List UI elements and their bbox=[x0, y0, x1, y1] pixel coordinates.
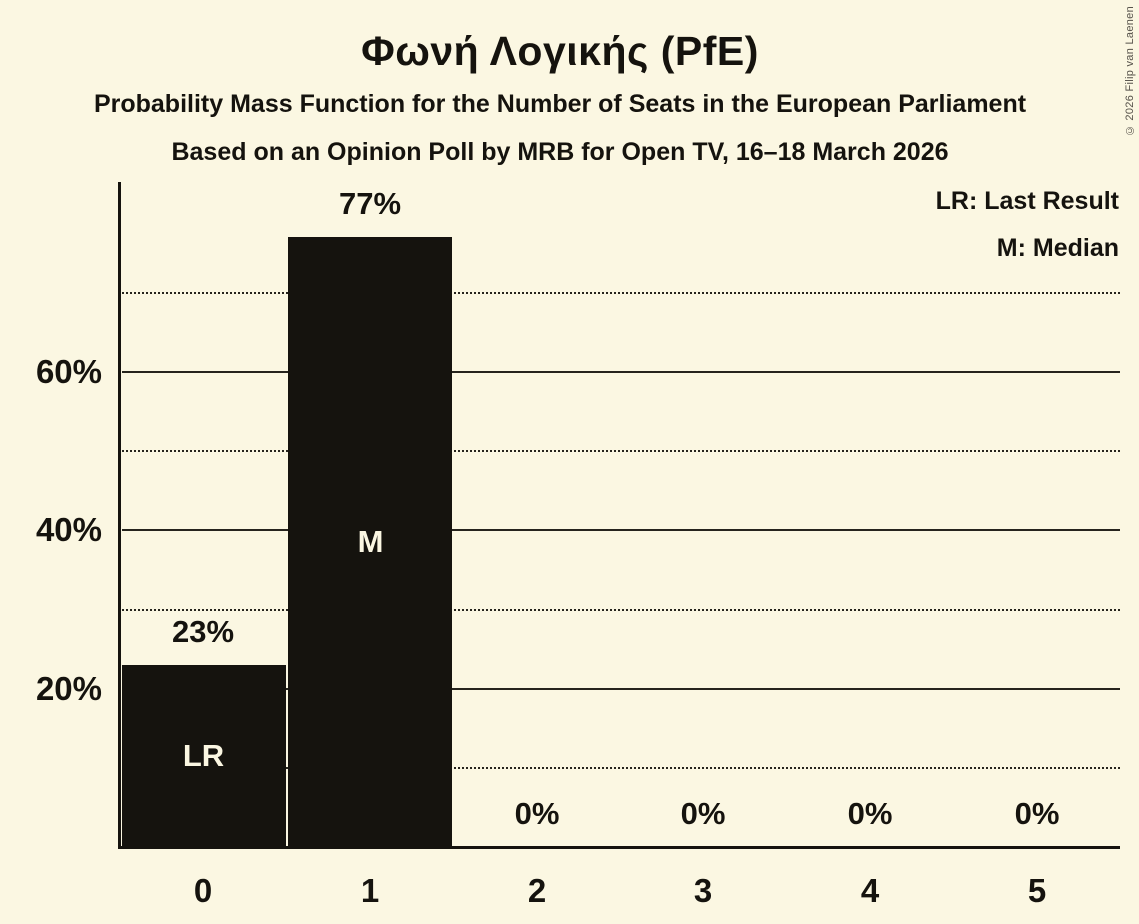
gridline-solid-20pct bbox=[122, 688, 1120, 690]
bar-value-label-2-seats: 0% bbox=[514, 796, 560, 831]
x-axis-label-4: 4 bbox=[860, 872, 880, 909]
bar-inner-label-m: M bbox=[357, 524, 384, 559]
legend: LR: Last Result M: Median bbox=[936, 178, 1119, 272]
bar-0-seats bbox=[122, 665, 286, 847]
bar-value-label-4-seats: 0% bbox=[847, 796, 893, 831]
y-axis-line bbox=[118, 182, 121, 849]
bar-1-seats bbox=[288, 237, 452, 847]
x-axis-label-0: 0 bbox=[193, 872, 213, 909]
bar-value-label-5-seats: 0% bbox=[1014, 796, 1060, 831]
y-axis-label: 40% bbox=[35, 511, 102, 548]
gridline-dotted-30pct bbox=[122, 609, 1120, 611]
x-axis-line bbox=[118, 846, 1120, 849]
gridline-dotted-10pct bbox=[122, 767, 1120, 769]
legend-median: M: Median bbox=[996, 234, 1119, 262]
x-axis-label-1: 1 bbox=[360, 872, 380, 909]
chart-title: Φωνή Λογικής (PfE) bbox=[361, 28, 759, 74]
y-axis-label: 20% bbox=[35, 670, 102, 707]
bar-inner-label-lr: LR bbox=[182, 738, 225, 773]
x-axis-label-5: 5 bbox=[1027, 872, 1047, 909]
legend-last-result: LR: Last Result bbox=[935, 187, 1119, 215]
gridline-solid-40pct bbox=[122, 529, 1120, 531]
chart-source-line: Based on an Opinion Poll by MRB for Open… bbox=[171, 138, 949, 166]
bar-value-label-1-seats: 77% bbox=[338, 186, 402, 221]
bar-value-label-3-seats: 0% bbox=[680, 796, 726, 831]
gridline-dotted-70pct bbox=[122, 292, 1120, 294]
y-axis-label: 60% bbox=[35, 353, 102, 390]
x-axis-label-3: 3 bbox=[693, 872, 713, 909]
chart-subtitle: Probability Mass Function for the Number… bbox=[93, 90, 1027, 118]
gridline-solid-60pct bbox=[122, 371, 1120, 373]
x-axis-label-2: 2 bbox=[527, 872, 547, 909]
gridline-dotted-50pct bbox=[122, 450, 1120, 452]
bar-value-label-0-seats: 23% bbox=[171, 614, 235, 649]
